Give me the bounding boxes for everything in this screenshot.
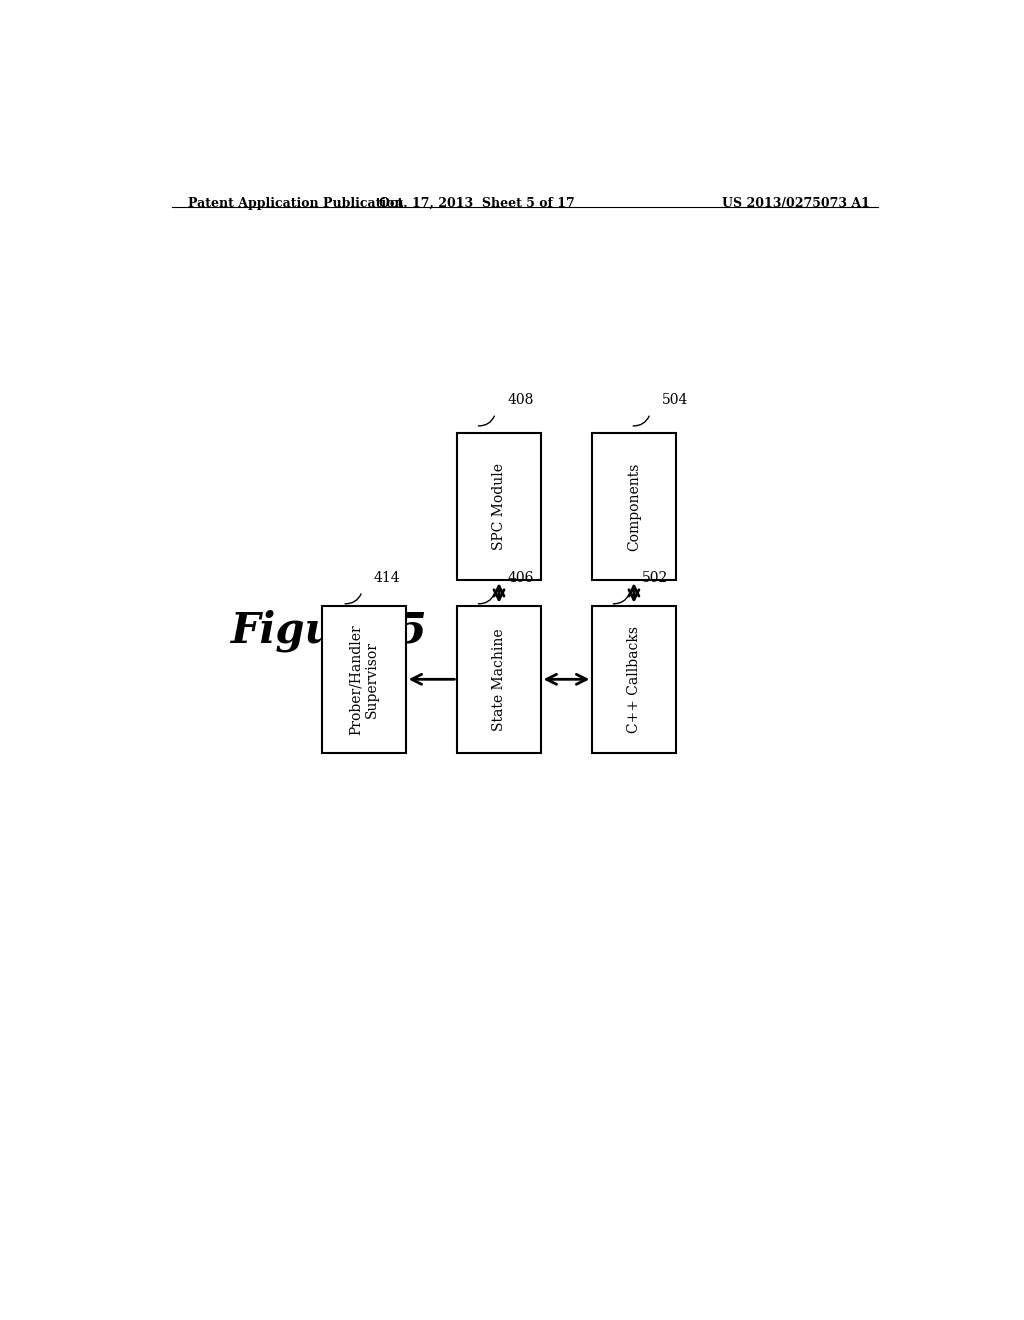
Text: 414: 414 — [374, 572, 400, 585]
Text: 502: 502 — [642, 572, 669, 585]
Text: Prober/Handler
Supervisor: Prober/Handler Supervisor — [349, 624, 379, 735]
Bar — [458, 433, 541, 581]
Text: 408: 408 — [507, 393, 534, 408]
Text: Figure 5: Figure 5 — [231, 610, 428, 652]
Text: Components: Components — [627, 462, 641, 550]
Bar — [592, 606, 676, 752]
Text: State Machine: State Machine — [492, 628, 506, 730]
Text: Patent Application Publication: Patent Application Publication — [187, 197, 403, 210]
Text: 504: 504 — [663, 393, 688, 408]
Text: Oct. 17, 2013  Sheet 5 of 17: Oct. 17, 2013 Sheet 5 of 17 — [379, 197, 575, 210]
Text: US 2013/0275073 A1: US 2013/0275073 A1 — [722, 197, 870, 210]
Text: C++ Callbacks: C++ Callbacks — [627, 626, 641, 733]
Bar — [592, 433, 676, 581]
Bar — [323, 606, 406, 752]
Bar — [458, 606, 541, 752]
Text: 406: 406 — [507, 572, 534, 585]
Text: SPC Module: SPC Module — [492, 463, 506, 550]
